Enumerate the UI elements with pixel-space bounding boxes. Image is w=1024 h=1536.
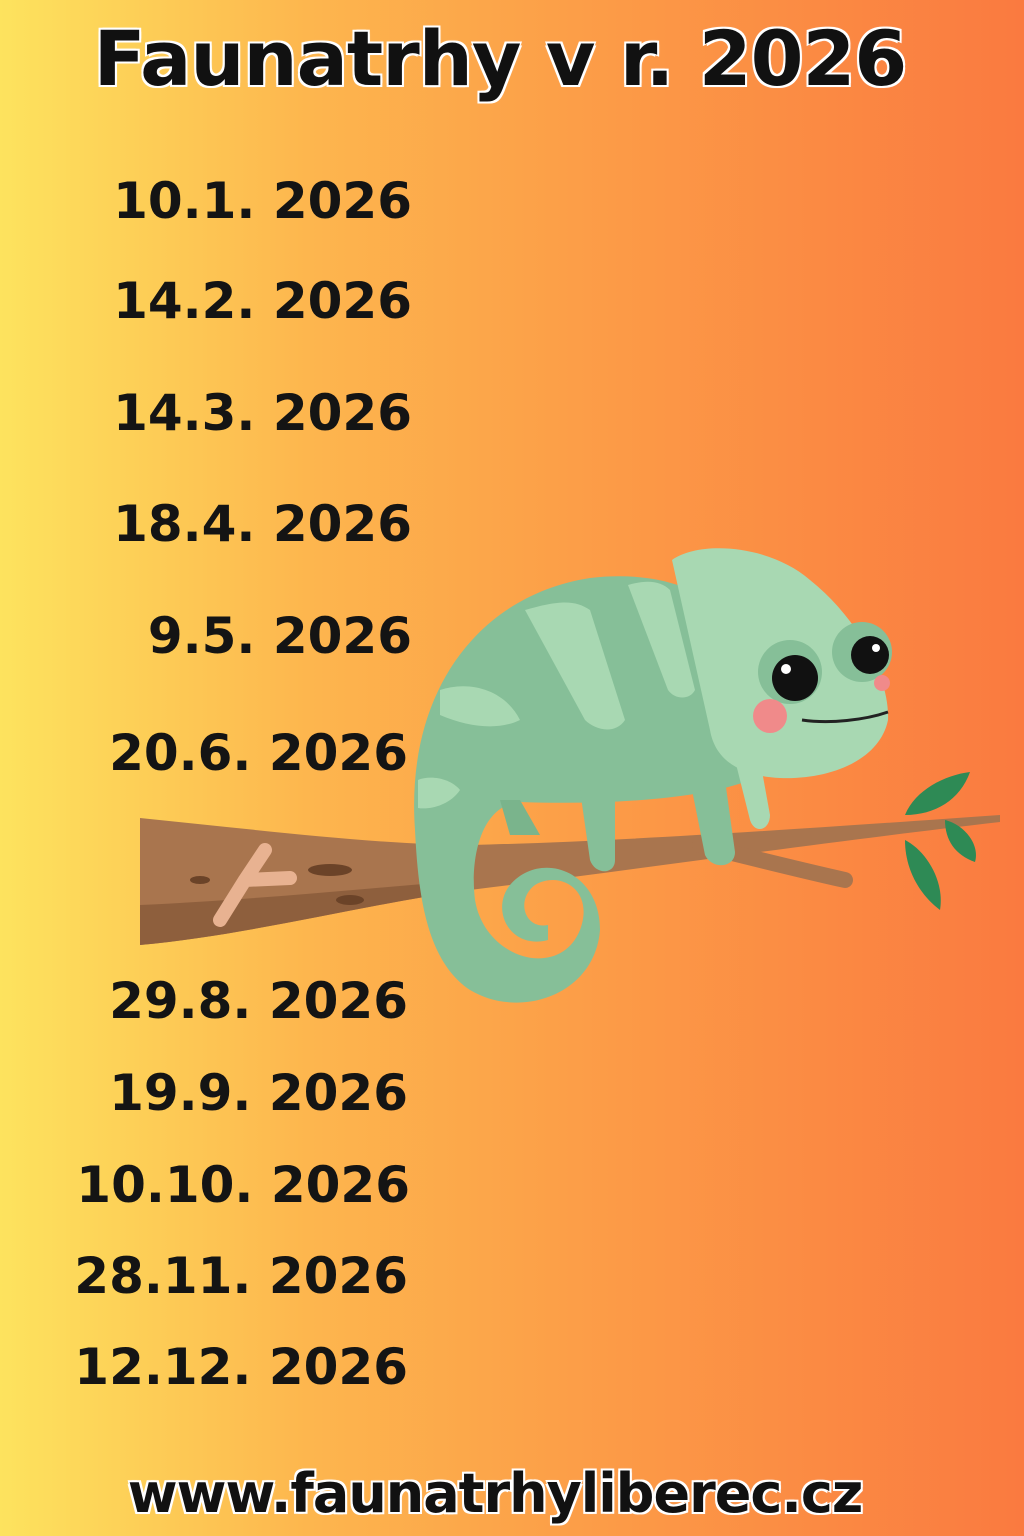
date-item: 18.4. 2026 <box>113 495 412 553</box>
date-item: 29.8. 2026 <box>109 972 408 1030</box>
date-item: 28.11. 2026 <box>74 1247 408 1305</box>
website-link[interactable]: www.faunatrhyliberec.cz <box>127 1462 864 1525</box>
date-item: 12.12. 2026 <box>74 1338 408 1396</box>
date-item: 10.10. 2026 <box>76 1156 410 1214</box>
date-item: 9.5. 2026 <box>147 607 412 665</box>
chameleon <box>414 548 892 1003</box>
eye-icon <box>772 655 818 701</box>
date-item: 14.3. 2026 <box>113 384 412 442</box>
date-item: 19.9. 2026 <box>109 1064 408 1122</box>
date-item: 14.2. 2026 <box>113 272 412 330</box>
date-item: 20.6. 2026 <box>109 724 408 782</box>
branch <box>140 815 1000 945</box>
page-title: Faunatrhy v r. 2026 <box>93 14 908 103</box>
leaves-icon <box>905 772 976 910</box>
date-item: 10.1. 2026 <box>113 172 412 230</box>
